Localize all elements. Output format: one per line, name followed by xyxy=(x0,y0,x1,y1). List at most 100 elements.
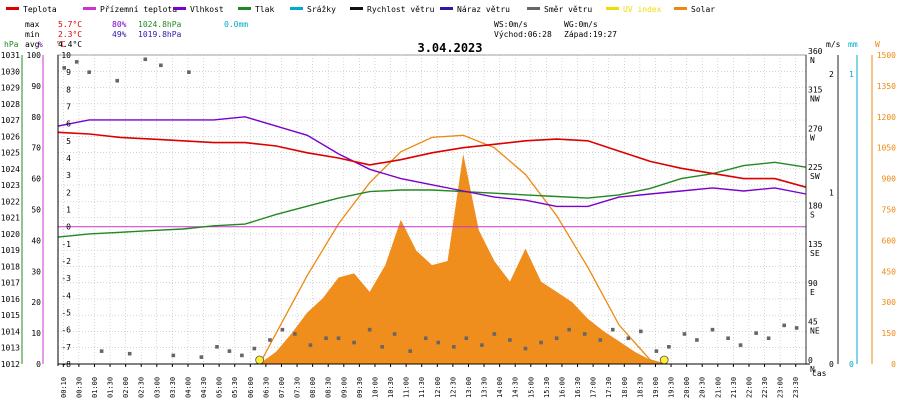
legend-label: Srážky xyxy=(307,5,336,14)
stat-max-rain: 0.0mm xyxy=(224,20,248,29)
sunset-info: Západ:19:27 xyxy=(564,30,617,39)
solar-tick-label: 450 xyxy=(882,267,897,276)
direction-tick-value: 315 xyxy=(808,86,823,95)
humidity-tick-label: 40 xyxy=(31,236,41,245)
direction-tick-value: 225 xyxy=(808,163,823,172)
humidity-tick-label: 0 xyxy=(36,360,41,369)
x-tick-label: 02:30 xyxy=(138,377,146,398)
stat-max-press: 1024.8hPa xyxy=(138,20,182,29)
wind-direction-point xyxy=(726,336,730,341)
solar-tick-label: 1200 xyxy=(877,113,896,122)
legend-label: Tlak xyxy=(255,5,274,14)
x-tick-label: 02:00 xyxy=(122,377,130,398)
wind-direction-point xyxy=(423,336,428,341)
wind-direction-point xyxy=(293,332,297,336)
legend-label: Náraz větru xyxy=(457,5,510,14)
pressure-tick-label: 1024 xyxy=(1,165,20,174)
wind-direction-point xyxy=(143,57,148,62)
x-tick-label: 19:00 xyxy=(652,377,660,398)
x-tick-label: 04:00 xyxy=(184,377,192,398)
x-tick-label: 14:30 xyxy=(512,377,520,398)
wind-direction-point xyxy=(87,70,91,74)
pressure-tick-label: 1014 xyxy=(1,327,20,336)
wind-direction-point xyxy=(738,343,743,347)
x-tick-label: 07:00 xyxy=(278,377,286,398)
series-solar-theoretical xyxy=(259,134,665,365)
wind-direction-point xyxy=(492,332,497,336)
direction-tick-label: N xyxy=(810,365,815,374)
x-tick-label: 13:30 xyxy=(481,377,489,398)
x-tick-label: 00:30 xyxy=(75,377,83,398)
wind-direction-point xyxy=(187,70,191,74)
wind-gust-info: WG:0m/s xyxy=(564,20,598,29)
direction-tick-label: S xyxy=(810,211,815,220)
pressure-tick-label: 1021 xyxy=(1,214,20,223)
legend-label: Směr větru xyxy=(544,5,592,14)
chart-date-title: 3.04.2023 xyxy=(417,41,482,55)
x-tick-label: 22:30 xyxy=(761,377,769,398)
series-lines xyxy=(57,116,807,365)
wind-direction-point xyxy=(127,351,132,356)
x-tick-label: 05:30 xyxy=(231,377,239,398)
wind-direction-point xyxy=(99,349,104,353)
x-tick-label: 15:30 xyxy=(543,377,551,398)
stat-min-label: min xyxy=(25,30,40,39)
direction-tick-value: 45 xyxy=(808,317,818,326)
solar-tick-label: 1500 xyxy=(877,51,896,60)
humidity-tick-label: 100 xyxy=(27,51,42,60)
x-tick-label: 23:00 xyxy=(777,377,785,398)
wind-direction-point xyxy=(639,329,643,334)
stat-avg-label: avg xyxy=(25,40,40,49)
wind-direction-point xyxy=(171,353,176,358)
x-tick-label: 16:00 xyxy=(558,377,566,398)
wind-direction-point xyxy=(598,338,603,342)
wind-direction-point xyxy=(682,332,687,336)
x-tick-label: 09:30 xyxy=(356,377,364,398)
direction-tick-label: SW xyxy=(810,172,820,181)
temperature-tick-label: 3 xyxy=(66,171,71,180)
stat-max-label: max xyxy=(25,20,40,29)
wind-direction-point xyxy=(766,336,771,341)
direction-tick-value: 360 xyxy=(808,47,823,56)
temperature-tick-label: 4 xyxy=(66,154,71,163)
legend-label: UV index xyxy=(623,5,662,14)
temperature-tick-label: -8 xyxy=(61,360,71,369)
pressure-tick-label: 1027 xyxy=(1,116,20,125)
humidity-tick-label: 30 xyxy=(31,267,41,276)
wind-direction-point xyxy=(654,349,659,353)
x-tick-label: 01:00 xyxy=(91,377,99,398)
wind-direction-point xyxy=(199,355,204,359)
pressure-tick-label: 1016 xyxy=(1,295,20,304)
stat-avg-temp: 4.4°C xyxy=(58,40,82,49)
pressure-tick-label: 1025 xyxy=(1,149,20,158)
x-tick-label: 05:00 xyxy=(216,377,224,398)
x-tick-label: 23:30 xyxy=(792,377,800,398)
series-humidity xyxy=(57,116,807,208)
pressure-tick-label: 1026 xyxy=(1,132,20,141)
axes: hPa1012101310141015101610171018101910201… xyxy=(1,40,896,398)
rain-tick-label: 1 xyxy=(849,70,854,79)
legend-swatch xyxy=(440,7,453,10)
legend-swatch xyxy=(173,7,186,10)
humidity-tick-label: 10 xyxy=(31,329,41,338)
sunset-marker xyxy=(659,355,669,365)
sunrise-marker xyxy=(255,355,265,365)
x-tick-label: 10:00 xyxy=(371,377,379,398)
wind-speed-tick-label: 0 xyxy=(829,360,834,369)
legend-swatch xyxy=(350,7,363,10)
sunrise-info: Východ:06:28 xyxy=(494,30,552,39)
wind-direction-point xyxy=(367,327,372,332)
legend-swatch xyxy=(290,7,303,10)
legend: Teplota Přízemní teplota Vlhkost Tlak Srážky… xyxy=(6,5,715,14)
temperature-tick-label: 5 xyxy=(66,137,71,146)
wind-speed-tick-label: 1 xyxy=(829,188,834,197)
x-tick-label: 20:30 xyxy=(699,377,707,398)
humidity-axis-unit: % xyxy=(38,40,43,49)
temperature-tick-label: 2 xyxy=(66,188,71,197)
solar-tick-label: 750 xyxy=(882,206,897,215)
direction-tick-label: W xyxy=(810,133,815,142)
legend-label: Rychlost větru xyxy=(367,5,435,14)
wind-direction-point xyxy=(710,327,715,332)
x-tick-label: 08:00 xyxy=(309,377,317,398)
direction-tick-label: N xyxy=(810,56,815,65)
